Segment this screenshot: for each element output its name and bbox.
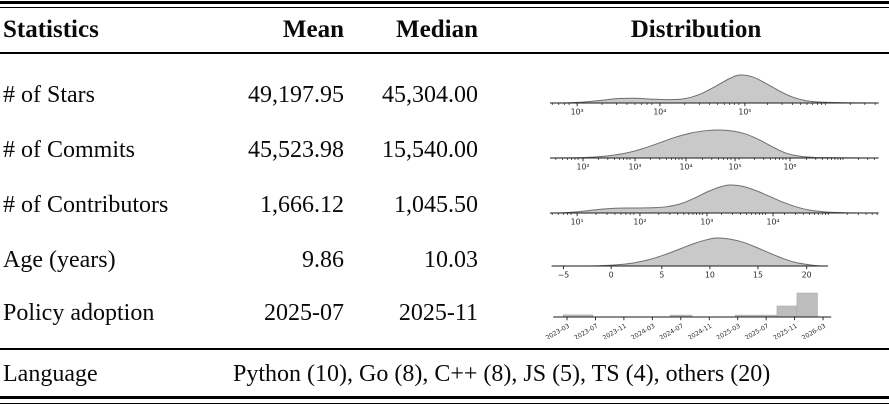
footer-language-label: Language <box>3 361 98 387</box>
svg-text:10²: 10² <box>633 218 646 227</box>
svg-text:10⁴: 10⁴ <box>766 218 779 227</box>
svg-text:2023-11: 2023-11 <box>602 323 628 339</box>
distribution-plot-policy: 2023-03 2023-07 2023-11 2024-03 2024-07 2024-… <box>545 289 885 342</box>
top-rule-thick <box>0 1 889 4</box>
row-mean-stars: 49,197.95 <box>248 82 344 108</box>
bottom-rule-thin <box>0 402 889 404</box>
distribution-plot-stars: 10³ 10⁴ 10⁵ <box>545 63 885 118</box>
top-rule-thin <box>0 7 889 8</box>
row-label-stars: # of Stars <box>3 82 95 108</box>
row-median-age: 10.03 <box>424 247 478 273</box>
svg-text:2024-11: 2024-11 <box>687 323 713 339</box>
svg-text:2025-03: 2025-03 <box>715 323 741 339</box>
header-rule <box>0 52 889 54</box>
svg-text:10¹: 10¹ <box>571 218 584 227</box>
header-distribution: Distribution <box>630 16 762 43</box>
svg-text:10³: 10³ <box>700 218 713 227</box>
row-median-contributors: 1,045.50 <box>394 192 478 218</box>
svg-text:−5: −5 <box>558 271 570 280</box>
row-median-stars: 45,304.00 <box>382 82 478 108</box>
mid-rule <box>0 348 889 350</box>
row-mean-commits: 45,523.98 <box>248 137 344 163</box>
row-label-policy: Policy adoption <box>3 300 155 326</box>
row-median-policy: 2025-11 <box>398 300 478 326</box>
svg-text:10: 10 <box>705 271 715 280</box>
row-mean-age: 9.86 <box>302 247 344 273</box>
svg-text:2023-03: 2023-03 <box>545 323 571 339</box>
svg-text:10³: 10³ <box>628 163 641 172</box>
svg-text:2024-03: 2024-03 <box>630 323 656 339</box>
svg-text:2025-07: 2025-07 <box>744 323 770 339</box>
svg-text:20: 20 <box>802 271 812 280</box>
svg-text:10⁴: 10⁴ <box>680 163 693 172</box>
svg-text:10⁵: 10⁵ <box>729 163 742 172</box>
bottom-rule-thick <box>0 396 889 399</box>
row-mean-contributors: 1,666.12 <box>260 192 344 218</box>
svg-text:15: 15 <box>753 271 763 280</box>
svg-text:2024-07: 2024-07 <box>659 323 685 339</box>
header-statistics: Statistics <box>3 16 99 43</box>
distribution-plot-commits: 10² 10³ 10⁴ 10⁵ 10⁶ <box>545 118 885 173</box>
row-label-commits: # of Commits <box>3 137 136 163</box>
svg-text:2025-11: 2025-11 <box>772 323 798 339</box>
svg-text:0: 0 <box>609 271 614 280</box>
row-median-commits: 15,540.00 <box>382 137 478 163</box>
row-label-contributors: # of Contributors <box>3 192 169 218</box>
svg-text:5: 5 <box>659 271 664 280</box>
header-median: Median <box>396 16 478 43</box>
svg-text:10³: 10³ <box>571 108 584 117</box>
svg-text:2026-03: 2026-03 <box>801 323 827 339</box>
footer-language-value: Python (10), Go (8), C++ (8), JS (5), TS… <box>233 361 771 387</box>
svg-text:10⁶: 10⁶ <box>783 163 796 172</box>
svg-text:2023-07: 2023-07 <box>573 323 599 339</box>
row-label-age: Age (years) <box>3 247 116 273</box>
distribution-plot-contributors: 10¹ 10² 10³ 10⁴ <box>545 173 885 228</box>
svg-text:10⁴: 10⁴ <box>653 108 666 117</box>
row-mean-policy: 2025-07 <box>264 300 344 326</box>
distribution-plot-age: −5 0 5 10 15 20 <box>545 226 885 281</box>
header-mean: Mean <box>282 16 344 43</box>
svg-text:10⁵: 10⁵ <box>738 108 751 117</box>
svg-text:10²: 10² <box>577 163 590 172</box>
